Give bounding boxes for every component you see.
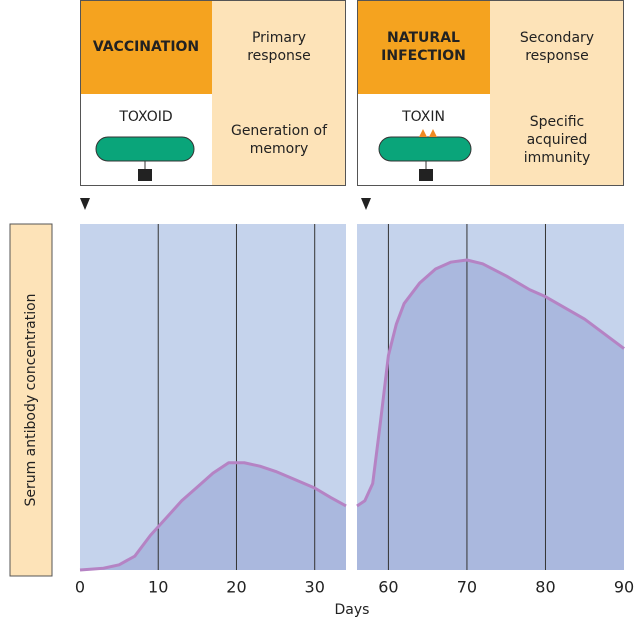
page: VACCINATION Primary response TOXOID Gene… [0, 0, 634, 620]
toxin-icon [379, 129, 471, 181]
y-axis-label: Serum antibody concentration [23, 293, 39, 506]
toxoid-icon [96, 137, 194, 181]
x-tick-label: 80 [535, 578, 555, 597]
start-marker [80, 198, 90, 210]
x-tick-label: 20 [226, 578, 246, 597]
x-tick-label: 60 [378, 578, 398, 597]
start-marker [361, 198, 371, 210]
chart: Serum antibody concentration Days 0 10 20 3… [0, 0, 634, 620]
x-tick-label: 90 [614, 578, 634, 597]
x-tick-label: 0 [75, 578, 85, 597]
x-tick-label: 30 [305, 578, 325, 597]
x-axis-label: Days [335, 602, 370, 618]
x-tick-label: 70 [457, 578, 477, 597]
x-tick-label: 10 [148, 578, 168, 597]
